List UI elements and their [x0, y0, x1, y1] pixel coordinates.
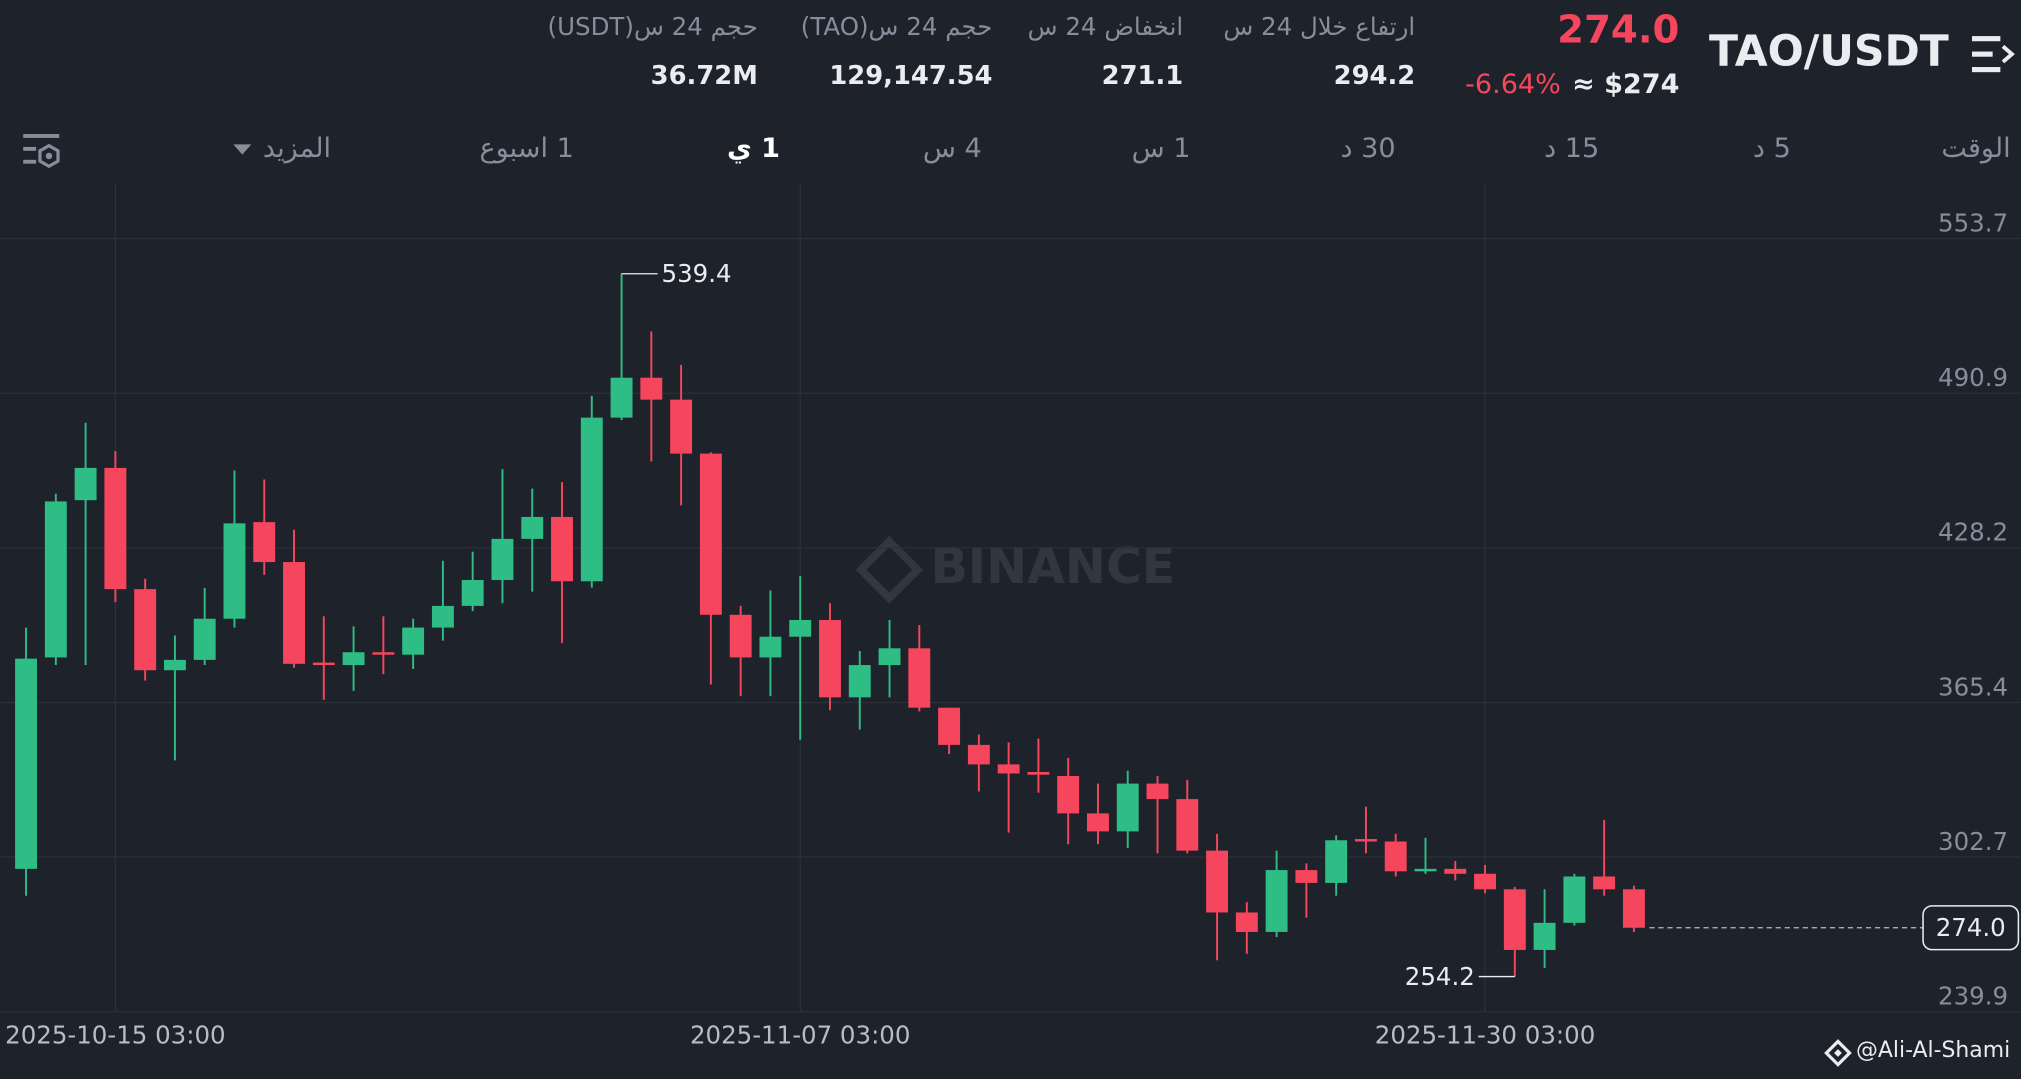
- credit-icon: [1824, 1039, 1852, 1067]
- candle-body: [134, 589, 157, 671]
- candle-body: [938, 707, 961, 745]
- candle-body: [967, 744, 990, 765]
- candle-body: [551, 516, 573, 582]
- candle-body: [1176, 799, 1199, 851]
- candle-body: [461, 580, 484, 606]
- price-change: -6.64%: [1465, 68, 1561, 100]
- candle-body: [670, 399, 693, 454]
- menu-icon[interactable]: [1969, 34, 2015, 78]
- x-tick-label: 2025-11-30 03:00: [1375, 1020, 1596, 1049]
- y-tick-label: 365.4: [1938, 672, 2008, 701]
- candle-body: [699, 453, 722, 615]
- candle-body: [1087, 813, 1109, 832]
- candle-body: [253, 522, 276, 563]
- tab-more[interactable]: المزيد: [262, 132, 332, 164]
- stat-value: 129,147.54: [829, 59, 993, 91]
- candle-body: [759, 636, 782, 658]
- candle-body: [193, 618, 216, 660]
- dropdown-arrow: [233, 144, 252, 155]
- y-tick-label: 428.2: [1938, 518, 2008, 547]
- candle-body: [1027, 772, 1050, 775]
- candle-body: [1295, 870, 1318, 883]
- candle-body: [104, 467, 127, 590]
- candle-body: [1444, 868, 1467, 874]
- candle-body: [1325, 840, 1348, 883]
- y-tick-label: 239.9: [1938, 982, 2008, 1011]
- candle-body: [491, 538, 514, 581]
- candle-body: [1622, 889, 1645, 928]
- candle-body: [431, 605, 454, 628]
- candle-body: [610, 377, 633, 418]
- candle-body: [283, 562, 305, 664]
- y-tick-label: 302.7: [1938, 827, 2008, 856]
- tab[interactable]: 1 س: [1131, 132, 1191, 164]
- candle-body: [74, 467, 97, 501]
- stat-label: حجم 24 س(USDT): [547, 12, 758, 42]
- tab[interactable]: 30 د: [1340, 132, 1396, 164]
- candle-body: [1116, 783, 1139, 832]
- candle-body: [878, 648, 901, 666]
- tab[interactable]: 4 س: [922, 132, 982, 164]
- candle-body: [1057, 775, 1080, 814]
- candle-body: [1235, 912, 1258, 932]
- candle-body: [1146, 783, 1169, 800]
- candle-body: [640, 377, 663, 400]
- candle-body: [1533, 922, 1556, 950]
- tab[interactable]: 5 د: [1752, 132, 1791, 164]
- low-marker-label: 254.2: [1405, 962, 1475, 991]
- last-price-label: 274.0: [1936, 913, 2006, 942]
- candle-body: [729, 614, 752, 658]
- stat-value: 271.1: [1101, 59, 1184, 91]
- candle-body: [521, 516, 544, 539]
- tab[interactable]: 15 د: [1544, 132, 1600, 164]
- candle-body: [1265, 870, 1288, 932]
- stat-label: حجم 24 س(TAO): [800, 12, 993, 42]
- stat-value: 36.72M: [650, 59, 758, 91]
- candle-body: [580, 417, 603, 582]
- y-tick-label: 490.9: [1938, 363, 2008, 392]
- candle-body: [997, 764, 1020, 774]
- pair[interactable]: TAO/USDT: [1709, 25, 1949, 77]
- tab-active[interactable]: 1 ي: [726, 132, 781, 164]
- last-price-box: [1922, 905, 2020, 951]
- candle-body: [789, 619, 812, 637]
- settings-icon[interactable]: [21, 131, 65, 172]
- candle-body: [402, 627, 425, 655]
- x-tick-label: 2025-11-07 03:00: [690, 1020, 911, 1049]
- candle-body: [44, 501, 67, 658]
- candle-body: [15, 658, 38, 869]
- watermark-text: BINANCE: [931, 538, 1176, 595]
- price-usd: ≈ $274: [1571, 68, 1680, 100]
- candle-body: [1593, 876, 1616, 890]
- candle-body: [1503, 889, 1526, 950]
- candle-body: [372, 652, 395, 655]
- candle-body: [908, 648, 931, 708]
- candle-body: [1384, 841, 1407, 872]
- stat-label: ارتفاع خلال 24 س: [1223, 12, 1416, 42]
- tab-label: الوقت: [1941, 132, 2011, 164]
- candle-body: [312, 662, 335, 666]
- candle-body: [342, 652, 365, 666]
- x-tick-label: 2025-10-15 03:00: [5, 1020, 226, 1049]
- y-tick-label: 553.7: [1938, 208, 2008, 237]
- candle-body: [1354, 839, 1377, 842]
- candle-body: [1206, 850, 1229, 913]
- candle-body: [1474, 873, 1496, 890]
- candle-body: [1414, 868, 1437, 872]
- credit: @Ali-Al-Shami: [1856, 1037, 2011, 1064]
- stat-label: انخفاض 24 س: [1027, 12, 1184, 42]
- high-marker-label: 539.4: [662, 259, 732, 288]
- last-price: 274.0: [1557, 7, 1680, 53]
- candle-body: [223, 523, 246, 619]
- candle-body: [1563, 876, 1586, 923]
- candle-body: [848, 665, 871, 698]
- stat-value: 294.2: [1333, 59, 1416, 91]
- candle-body: [819, 619, 841, 698]
- tab[interactable]: 1 اسبوع: [479, 132, 574, 164]
- candle-body: [163, 659, 186, 671]
